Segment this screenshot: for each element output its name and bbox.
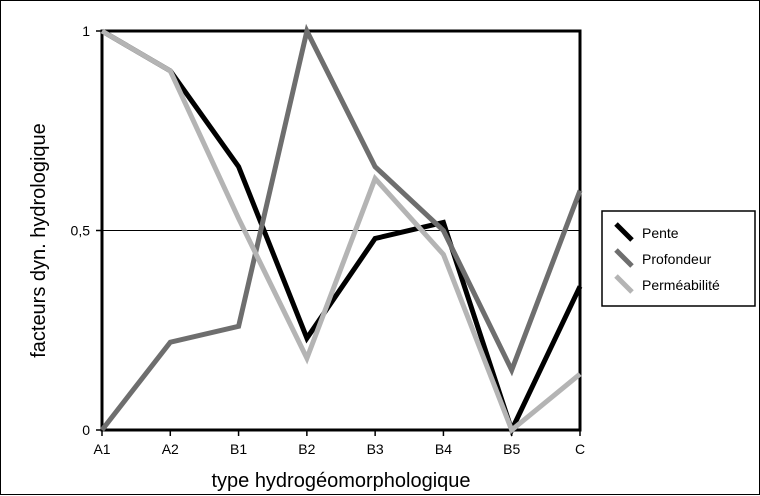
x-tick-label: B5 [503,441,520,457]
y-tick-label: 0 [82,422,90,438]
x-tick-label: B1 [230,441,247,457]
axes: 0 0,5 1 A1 A2 B1 B2 B3 B4 B5 C [71,23,586,457]
y-tick-label: 0,5 [71,223,91,239]
x-tick-label: B4 [435,441,452,457]
x-tick-label: A1 [93,441,110,457]
x-tick-label: A2 [162,441,179,457]
legend-label: Pente [642,225,679,241]
legend-label: Profondeur [642,251,712,267]
x-tick-label: B3 [367,441,384,457]
legend: Pente Profondeur Perméabilité [601,210,756,307]
legend-label: Perméabilité [642,277,720,293]
x-tick-label: C [575,441,585,457]
plot-border [100,29,582,432]
legend-swatch [614,248,634,268]
legend-swatch [614,222,634,242]
y-axis-title: facteurs dyn. hydrologique [28,123,50,358]
x-tick-label: B2 [298,441,315,457]
legend-swatch [614,274,634,294]
series-line-3 [100,28,582,435]
series-line-2 [100,23,583,432]
plot-area [102,31,580,430]
series-lines [100,23,583,437]
y-tick-label: 1 [82,23,90,39]
x-axis-title: type hydrogéomorphologique [211,470,470,492]
